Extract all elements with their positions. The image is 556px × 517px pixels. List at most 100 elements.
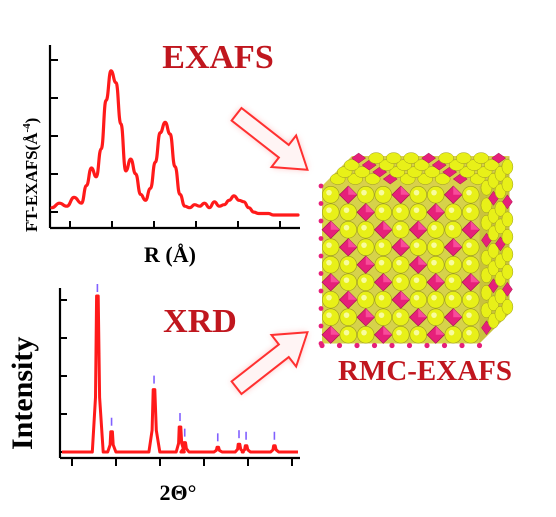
- corner-atom: [459, 342, 465, 349]
- arrow-to-model-top-icon: [230, 106, 309, 171]
- atom-highlight: [431, 259, 437, 266]
- atom: [354, 166, 370, 178]
- atom-highlight: [326, 207, 332, 213]
- corner-atom: [354, 342, 360, 349]
- atom: [343, 159, 360, 171]
- corner-atom: [318, 183, 324, 189]
- atom-highlight: [396, 329, 402, 336]
- atom-highlight: [378, 189, 385, 196]
- atom: [494, 288, 507, 305]
- atom-highlight: [466, 294, 472, 301]
- octahedron: [502, 281, 513, 297]
- atom: [385, 152, 402, 164]
- atom-highlight: [448, 294, 455, 301]
- atom-highlight: [378, 207, 385, 213]
- atom: [501, 246, 514, 263]
- octahedron-highlight: [418, 256, 427, 265]
- atom: [368, 152, 384, 164]
- corner-atom: [476, 342, 483, 349]
- atom-highlight: [343, 259, 350, 266]
- octahedron-highlight: [435, 273, 445, 283]
- octahedron-highlight: [400, 291, 410, 300]
- atom-highlight: [326, 259, 332, 266]
- atom-highlight: [431, 189, 437, 196]
- atom-highlight: [396, 312, 402, 318]
- atom-highlight: [431, 242, 437, 248]
- corner-atom: [336, 342, 343, 349]
- atom-highlight: [396, 259, 402, 266]
- atom: [501, 176, 514, 193]
- exafs-x-axis-label: R (Å): [144, 242, 196, 267]
- atom-highlight: [326, 242, 332, 248]
- atom-highlight: [361, 242, 367, 248]
- corner-atom: [406, 342, 413, 349]
- xrd-x-axis-label: 2Θ°: [160, 480, 197, 505]
- atom-highlight: [448, 207, 455, 213]
- octahedron-highlight: [470, 273, 480, 283]
- atom-highlight: [413, 207, 420, 213]
- exafs-axis-ticks: [50, 59, 281, 228]
- atom: [501, 299, 514, 315]
- arrow-to-model-bottom-icon: [230, 331, 309, 396]
- atom-highlight: [466, 329, 472, 336]
- atom-highlight: [343, 312, 350, 318]
- atom-highlight: [396, 277, 402, 283]
- xrd-reference-ticks: [96, 284, 276, 442]
- corner-atom: [318, 341, 324, 346]
- atom: [480, 285, 493, 301]
- octahedron-highlight: [418, 308, 427, 318]
- corner-atom: [441, 342, 448, 349]
- exafs-panel: EXAFS R (Å) FT-EXAFS(Å-4): [21, 39, 300, 267]
- corner-atom: [318, 253, 324, 259]
- octahedron-highlight: [453, 186, 462, 195]
- octahedron: [421, 152, 437, 164]
- octahedron-highlight: [470, 221, 480, 230]
- octahedron-highlight: [330, 326, 340, 335]
- atom-highlight: [343, 277, 350, 283]
- xrd-axis-ticks: [60, 299, 293, 466]
- octahedron: [351, 152, 367, 164]
- atom: [483, 159, 500, 171]
- atom-highlight: [448, 329, 455, 336]
- atom-highlight: [413, 189, 420, 196]
- corner-atom: [371, 342, 378, 349]
- atom-highlight: [396, 207, 402, 213]
- xrd-panel: XRD 2Θ° Intensity: [6, 284, 300, 505]
- exafs-y-axis-label-sup: -4: [21, 123, 33, 133]
- octahedron-highlight: [348, 291, 357, 300]
- atom-highlight: [378, 242, 385, 248]
- corner-atom: [318, 288, 324, 294]
- atom: [501, 211, 514, 228]
- exafs-title: EXAFS: [162, 39, 273, 76]
- corner-atom: [424, 342, 430, 349]
- octahedron-highlight: [400, 186, 410, 195]
- atom-highlight: [396, 224, 402, 231]
- atom-highlight: [361, 294, 367, 301]
- octahedron-highlight: [383, 326, 392, 335]
- corner-atom: [318, 236, 324, 241]
- atom-highlight: [431, 224, 437, 231]
- model-label: RMC-EXAFS: [338, 355, 512, 387]
- atom-highlight: [361, 329, 367, 336]
- atom: [455, 152, 472, 164]
- atom-highlight: [326, 294, 332, 301]
- octahedron-highlight: [330, 221, 340, 230]
- corner-atom: [389, 342, 395, 349]
- atom-highlight: [413, 242, 420, 248]
- octahedron-highlight: [348, 238, 357, 248]
- atom-highlight: [413, 294, 420, 301]
- atom: [413, 159, 430, 171]
- atom: [438, 152, 454, 164]
- atom: [480, 197, 493, 214]
- octahedron-highlight: [435, 203, 445, 213]
- atom-highlight: [343, 224, 350, 231]
- octahedron-highlight: [435, 326, 445, 335]
- atom: [473, 152, 489, 164]
- atom-highlight: [343, 207, 350, 213]
- atom-highlight: [466, 312, 472, 318]
- octahedron-highlight: [365, 308, 375, 318]
- atom-highlight: [378, 312, 385, 318]
- atom: [364, 173, 381, 185]
- atom-highlight: [413, 329, 420, 336]
